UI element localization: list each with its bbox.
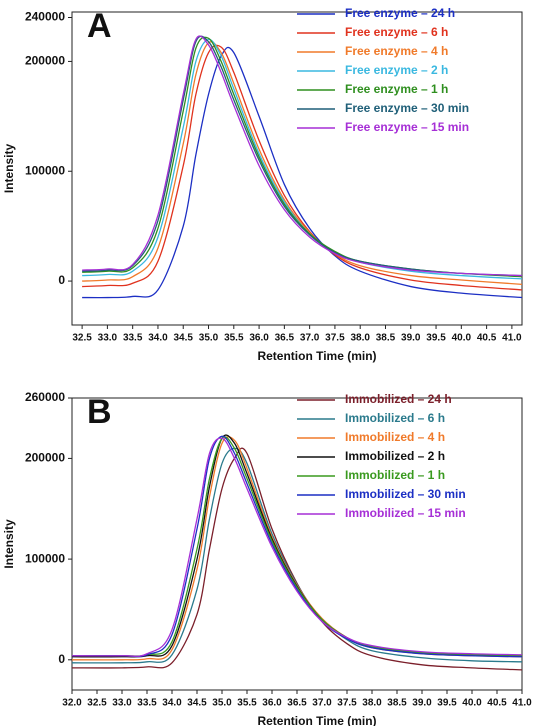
data-line xyxy=(71,437,523,657)
x-tick-label: 34.5 xyxy=(187,698,207,709)
x-tick-label: 39.0 xyxy=(412,698,432,709)
data-line xyxy=(71,436,523,661)
x-tick-label: 36.0 xyxy=(249,333,269,344)
y-tick-label: 0 xyxy=(58,273,65,287)
x-tick-label: 32.5 xyxy=(87,698,107,709)
panel-label: A xyxy=(87,7,112,45)
legend-label: Immobilized – 1 h xyxy=(345,468,445,482)
x-tick-label: 41.0 xyxy=(512,698,532,709)
y-tick-label: 200000 xyxy=(25,451,65,465)
plot-frame xyxy=(71,11,523,326)
x-tick-label: 33.0 xyxy=(112,698,132,709)
data-line xyxy=(71,447,523,664)
x-tick-label: 39.5 xyxy=(426,333,446,344)
data-line xyxy=(82,46,523,299)
data-line xyxy=(71,436,523,657)
x-tick-label: 37.0 xyxy=(312,698,332,709)
data-line xyxy=(71,434,523,658)
x-tick-label: 32.5 xyxy=(72,333,92,344)
y-tick-label: 200000 xyxy=(25,54,65,68)
y-axis-label: Intensity xyxy=(2,519,16,569)
legend-label: Immobilized – 24 h xyxy=(345,392,452,406)
x-tick-label: 35.0 xyxy=(199,333,219,344)
legend-label: Free enzyme – 1 h xyxy=(345,82,448,96)
x-tick-label: 33.5 xyxy=(123,333,143,344)
y-axis-label: Intensity xyxy=(2,144,16,194)
x-tick-label: 34.0 xyxy=(162,698,182,709)
x-tick-label: 32.0 xyxy=(62,698,82,709)
x-tick-label: 36.0 xyxy=(262,698,282,709)
data-line xyxy=(82,35,523,277)
x-tick-label: 40.5 xyxy=(477,333,497,344)
x-tick-label: 38.0 xyxy=(350,333,370,344)
legend-label: Free enzyme – 4 h xyxy=(345,44,448,58)
y-tick-label: 260000 xyxy=(25,390,65,404)
x-axis-label: Retention Time (min) xyxy=(257,349,376,363)
data-line xyxy=(82,35,523,277)
data-line xyxy=(71,447,523,671)
x-tick-label: 34.5 xyxy=(174,333,194,344)
x-tick-label: 37.0 xyxy=(300,333,320,344)
panel-label: B xyxy=(87,393,112,431)
legend-label: Immobilized – 30 min xyxy=(345,487,466,501)
x-tick-label: 38.5 xyxy=(387,698,407,709)
x-tick-label: 35.0 xyxy=(212,698,232,709)
legend-label: Immobilized – 2 h xyxy=(345,449,445,463)
data-line xyxy=(71,435,523,658)
plot-frame xyxy=(71,397,523,691)
legend-label: Free enzyme – 30 min xyxy=(345,101,469,115)
x-tick-label: 33.5 xyxy=(137,698,157,709)
legend-label: Immobilized – 15 min xyxy=(345,506,466,520)
legend-label: Immobilized – 6 h xyxy=(345,411,445,425)
x-tick-label: 37.5 xyxy=(337,698,357,709)
legend-label: Free enzyme – 15 min xyxy=(345,120,469,134)
y-tick-label: 0 xyxy=(58,652,65,666)
legend-label: Free enzyme – 2 h xyxy=(345,63,448,77)
x-tick-label: 40.5 xyxy=(487,698,507,709)
x-tick-label: 35.5 xyxy=(237,698,257,709)
x-tick-label: 39.0 xyxy=(401,333,421,344)
data-line xyxy=(82,44,523,291)
y-tick-label: 100000 xyxy=(25,551,65,565)
legend-label: Free enzyme – 6 h xyxy=(345,25,448,39)
data-line xyxy=(82,41,523,286)
x-tick-label: 38.5 xyxy=(376,333,396,344)
x-tick-label: 41.0 xyxy=(502,333,522,344)
x-axis-label: Retention Time (min) xyxy=(257,714,376,726)
x-tick-label: 39.5 xyxy=(437,698,457,709)
x-tick-label: 37.5 xyxy=(325,333,345,344)
x-tick-label: 38.0 xyxy=(362,698,382,709)
x-tick-label: 40.0 xyxy=(462,698,482,709)
x-tick-label: 35.5 xyxy=(224,333,244,344)
x-tick-label: 33.0 xyxy=(98,333,118,344)
x-tick-label: 34.0 xyxy=(148,333,168,344)
x-tick-label: 40.0 xyxy=(452,333,472,344)
legend-label: Immobilized – 4 h xyxy=(345,430,445,444)
x-tick-label: 36.5 xyxy=(275,333,295,344)
legend-label: Free enzyme – 24 h xyxy=(345,6,455,20)
x-tick-label: 36.5 xyxy=(287,698,307,709)
y-tick-label: 240000 xyxy=(25,10,65,24)
y-tick-label: 100000 xyxy=(25,163,65,177)
